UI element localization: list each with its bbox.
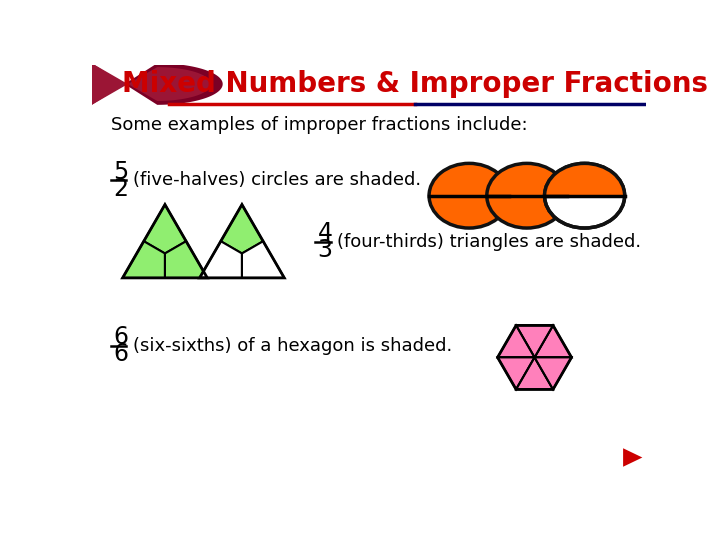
Polygon shape <box>498 357 534 389</box>
Text: 2: 2 <box>113 177 128 201</box>
Ellipse shape <box>429 164 509 228</box>
Text: (five-halves) circles are shaded.: (five-halves) circles are shaded. <box>132 171 420 190</box>
Polygon shape <box>516 357 553 389</box>
Ellipse shape <box>487 164 567 228</box>
Polygon shape <box>534 326 572 357</box>
Ellipse shape <box>544 164 625 228</box>
Polygon shape <box>122 241 165 278</box>
Polygon shape <box>221 205 263 253</box>
Text: (four-thirds) triangles are shaded.: (four-thirds) triangles are shaded. <box>337 233 641 251</box>
Text: 5: 5 <box>113 160 129 184</box>
Text: 3: 3 <box>318 238 333 262</box>
Polygon shape <box>623 448 642 467</box>
Polygon shape <box>242 241 284 278</box>
Polygon shape <box>144 205 186 253</box>
Polygon shape <box>534 357 572 389</box>
Polygon shape <box>498 326 534 357</box>
Polygon shape <box>544 164 625 195</box>
Polygon shape <box>92 63 211 105</box>
Polygon shape <box>92 63 222 105</box>
Text: Mixed Numbers & Improper Fractions: Mixed Numbers & Improper Fractions <box>122 70 708 98</box>
Polygon shape <box>165 241 207 278</box>
Polygon shape <box>516 326 553 357</box>
Polygon shape <box>92 65 647 103</box>
Text: 4: 4 <box>318 221 333 245</box>
Text: 6: 6 <box>113 326 128 349</box>
Text: Some examples of improper fractions include:: Some examples of improper fractions incl… <box>111 116 528 134</box>
Polygon shape <box>199 241 242 278</box>
Text: 6: 6 <box>113 342 128 366</box>
Text: (six-sixths) of a hexagon is shaded.: (six-sixths) of a hexagon is shaded. <box>132 337 452 355</box>
